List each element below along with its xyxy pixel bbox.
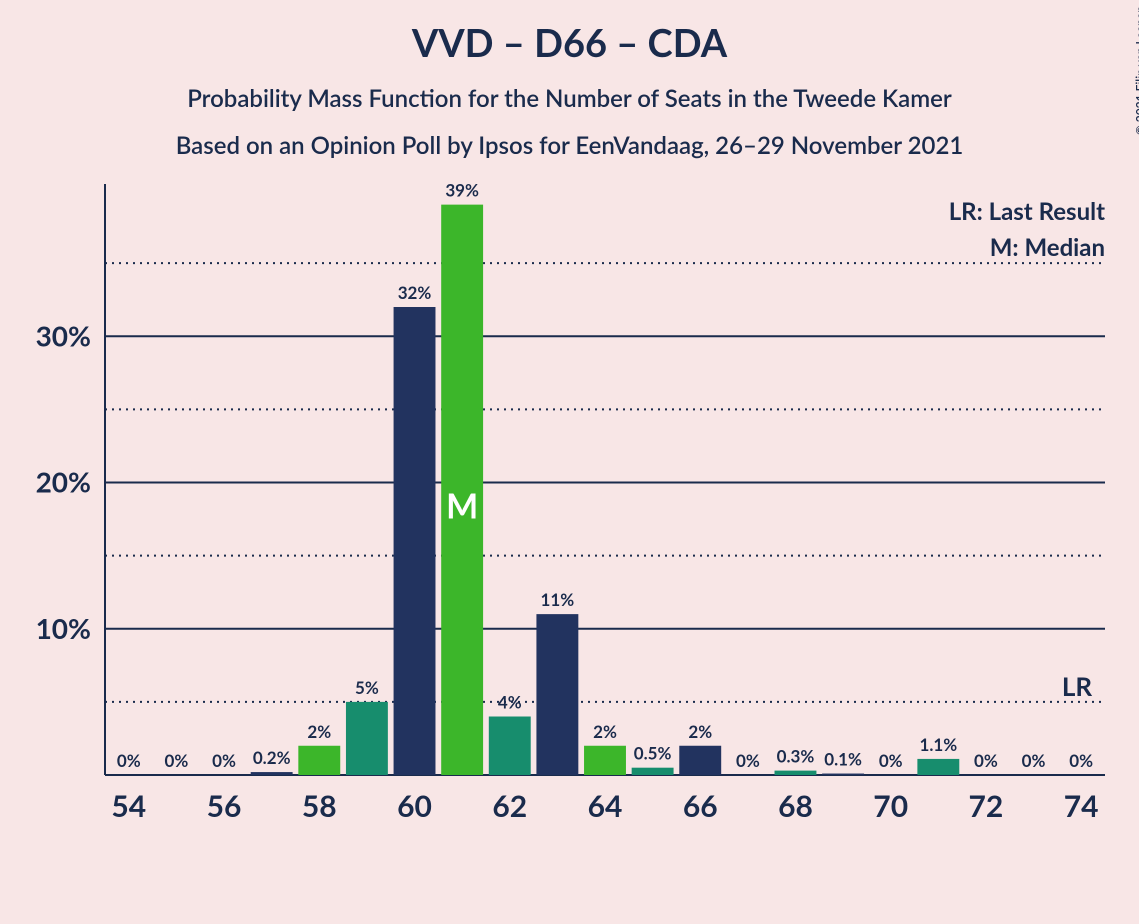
bar-value-label: 0% <box>165 750 189 771</box>
copyright-text: © 2021 Filip van Laenen <box>1133 6 1139 135</box>
bar-value-label: 39% <box>445 180 479 201</box>
x-tick-label: 58 <box>302 788 337 824</box>
legend: LR: Last ResultM: Median <box>949 194 1105 266</box>
last-result-marker: LR <box>1062 670 1093 702</box>
y-tick-label: 10% <box>36 611 91 645</box>
bar <box>917 759 959 775</box>
bar <box>822 774 864 775</box>
bar-value-label: 2% <box>593 721 617 742</box>
bar-value-label: 0% <box>736 750 760 771</box>
bar <box>584 746 626 775</box>
bar-value-label: 0% <box>974 750 998 771</box>
bar <box>632 768 674 775</box>
x-tick-label: 54 <box>111 788 146 824</box>
y-tick-label: 30% <box>36 318 91 352</box>
bar <box>346 702 388 775</box>
x-tick-label: 74 <box>1064 788 1099 824</box>
y-tick-label: 20% <box>36 465 91 499</box>
x-tick-label: 66 <box>683 788 718 824</box>
bar-value-label: 0% <box>1069 750 1093 771</box>
bar-value-label: 2% <box>688 721 712 742</box>
bar-value-label: 5% <box>355 677 379 698</box>
x-tick-label: 72 <box>969 788 1004 824</box>
bar <box>536 614 578 775</box>
bar <box>298 746 340 775</box>
bar-value-label: 0% <box>879 750 903 771</box>
bar-value-label: 0.5% <box>634 743 672 764</box>
bar-value-label: 4% <box>498 692 522 713</box>
bar-value-label: 0.1% <box>824 749 862 770</box>
legend-median: M: Median <box>949 230 1105 266</box>
pmf-bar-chart: 10% 20% 30% 0% 0% 0% 0.2% 2% 5% 32% 39% M 4% 11% 2% 0.5… <box>0 0 1139 924</box>
x-tick-label: 56 <box>207 788 242 824</box>
bar <box>679 746 721 775</box>
bar-value-label: 0.2% <box>253 747 291 768</box>
bar-value-label: 0% <box>1022 750 1046 771</box>
bar <box>394 307 436 775</box>
bar-value-label: 32% <box>398 282 432 303</box>
bar-value-label: 2% <box>307 721 331 742</box>
x-tick-label: 64 <box>588 788 623 824</box>
bar <box>251 772 293 775</box>
x-tick-label: 60 <box>397 788 432 824</box>
bar <box>775 771 817 775</box>
x-tick-label: 70 <box>873 788 908 824</box>
x-tick-label: 62 <box>492 788 527 824</box>
bar-value-label: 1.1% <box>919 734 957 755</box>
legend-lr: LR: Last Result <box>949 194 1105 230</box>
bar-value-label: 0.3% <box>777 746 815 767</box>
x-tick-label: 68 <box>778 788 813 824</box>
bar-value-label: 0% <box>117 750 141 771</box>
bar <box>489 717 531 776</box>
bar-value-label: 0% <box>212 750 236 771</box>
median-marker: M <box>446 485 478 526</box>
bar-value-label: 11% <box>541 589 575 610</box>
